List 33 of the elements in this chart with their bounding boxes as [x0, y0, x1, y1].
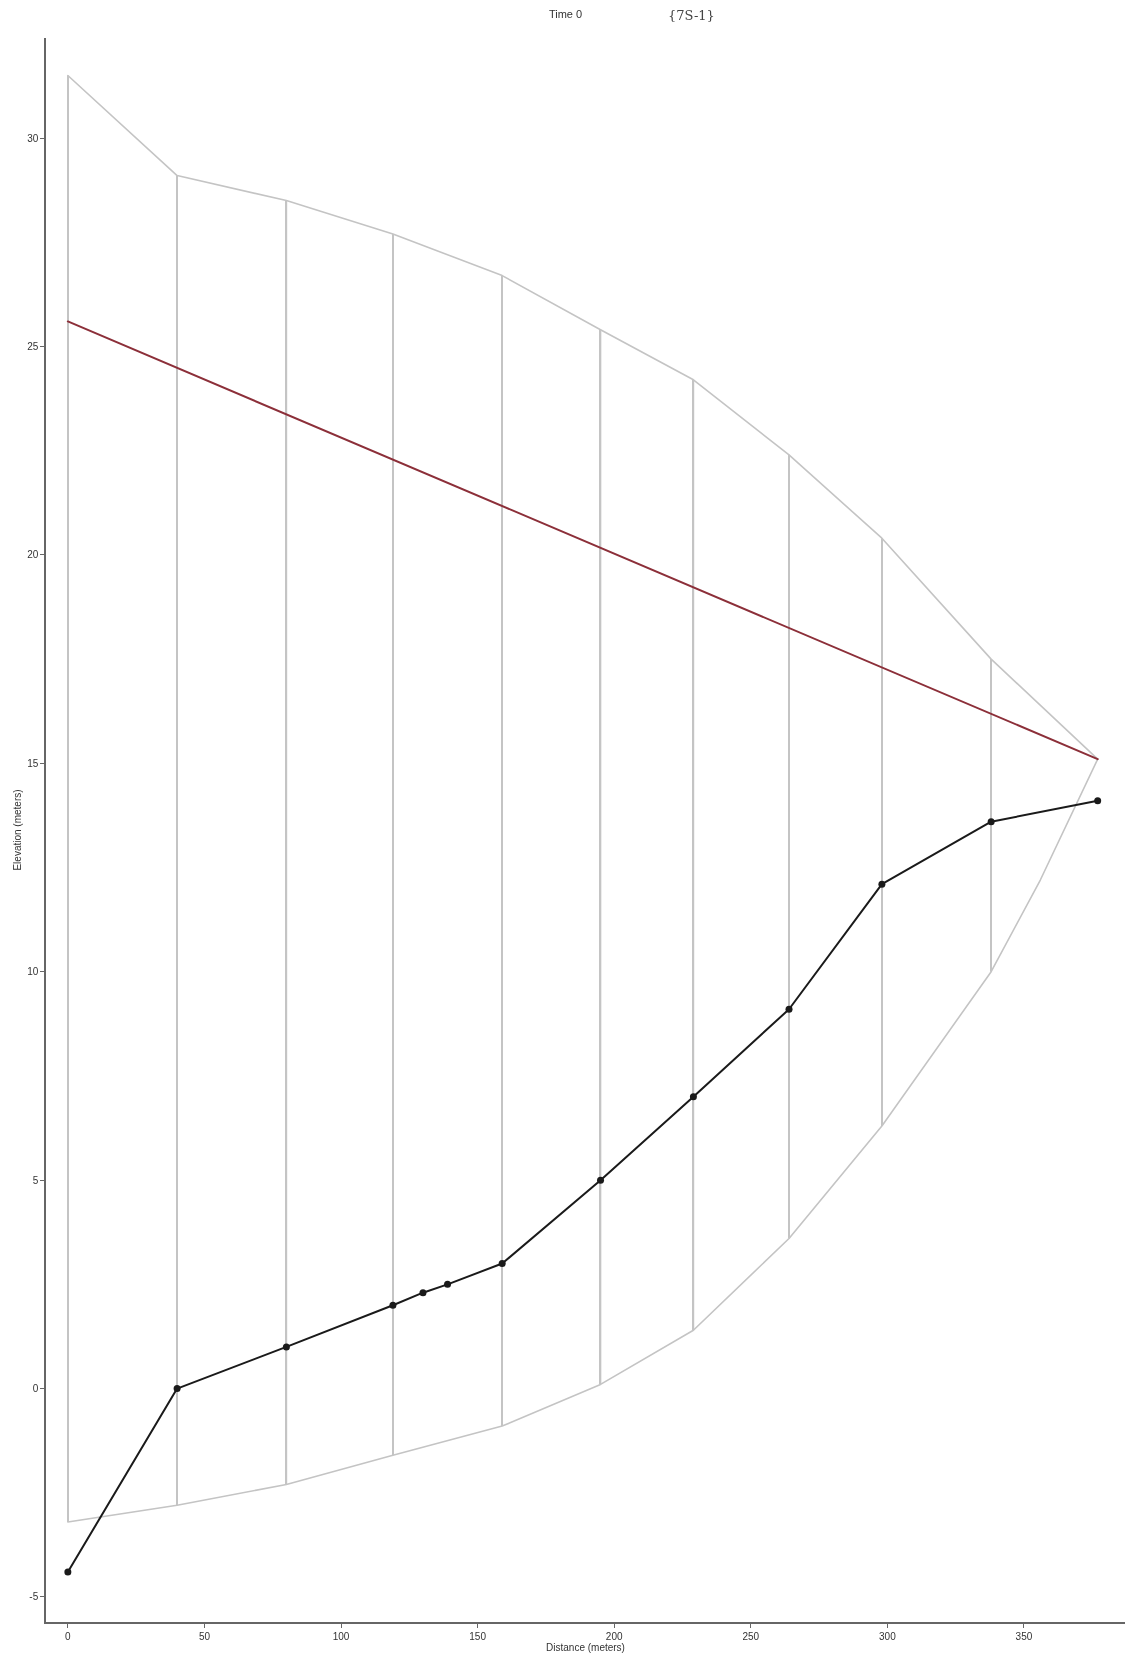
point — [689, 1093, 697, 1101]
point — [173, 1385, 181, 1393]
x-tick-label: 350 — [1015, 1630, 1033, 1642]
x-tick-label: 100 — [332, 1630, 350, 1642]
x-tick-label: 50 — [198, 1630, 211, 1642]
x-tick-label: 250 — [742, 1630, 760, 1642]
x-tick-label: 0 — [65, 1630, 72, 1642]
y-axis-title: Elevation (meters) — [11, 789, 23, 871]
x-tick-label: 200 — [605, 1630, 623, 1642]
point — [785, 1005, 793, 1013]
point — [878, 880, 886, 888]
point — [498, 1260, 506, 1268]
y-tick-label: -5 — [29, 1591, 39, 1603]
point — [1094, 797, 1102, 805]
text: {7S-1} — [668, 8, 715, 23]
y-tick-label: 30 — [27, 132, 39, 144]
y-tick-label: 15 — [27, 757, 39, 769]
x-axis-title: Distance (meters) — [546, 1641, 625, 1653]
point — [444, 1280, 452, 1288]
point — [419, 1289, 427, 1297]
point — [64, 1568, 72, 1576]
point — [597, 1176, 605, 1184]
x-tick-label: 150 — [469, 1630, 487, 1642]
x-tick-label: 300 — [879, 1630, 897, 1642]
point — [389, 1301, 397, 1309]
y-tick-label: 5 — [32, 1174, 39, 1186]
y-tick-label: 25 — [27, 340, 39, 352]
chart-title: Time 0 — [548, 7, 583, 20]
y-tick-label: 10 — [27, 966, 39, 978]
y-tick-label: 20 — [27, 549, 39, 561]
point — [987, 818, 995, 826]
point — [282, 1343, 290, 1351]
y-tick-label: 0 — [32, 1383, 39, 1395]
